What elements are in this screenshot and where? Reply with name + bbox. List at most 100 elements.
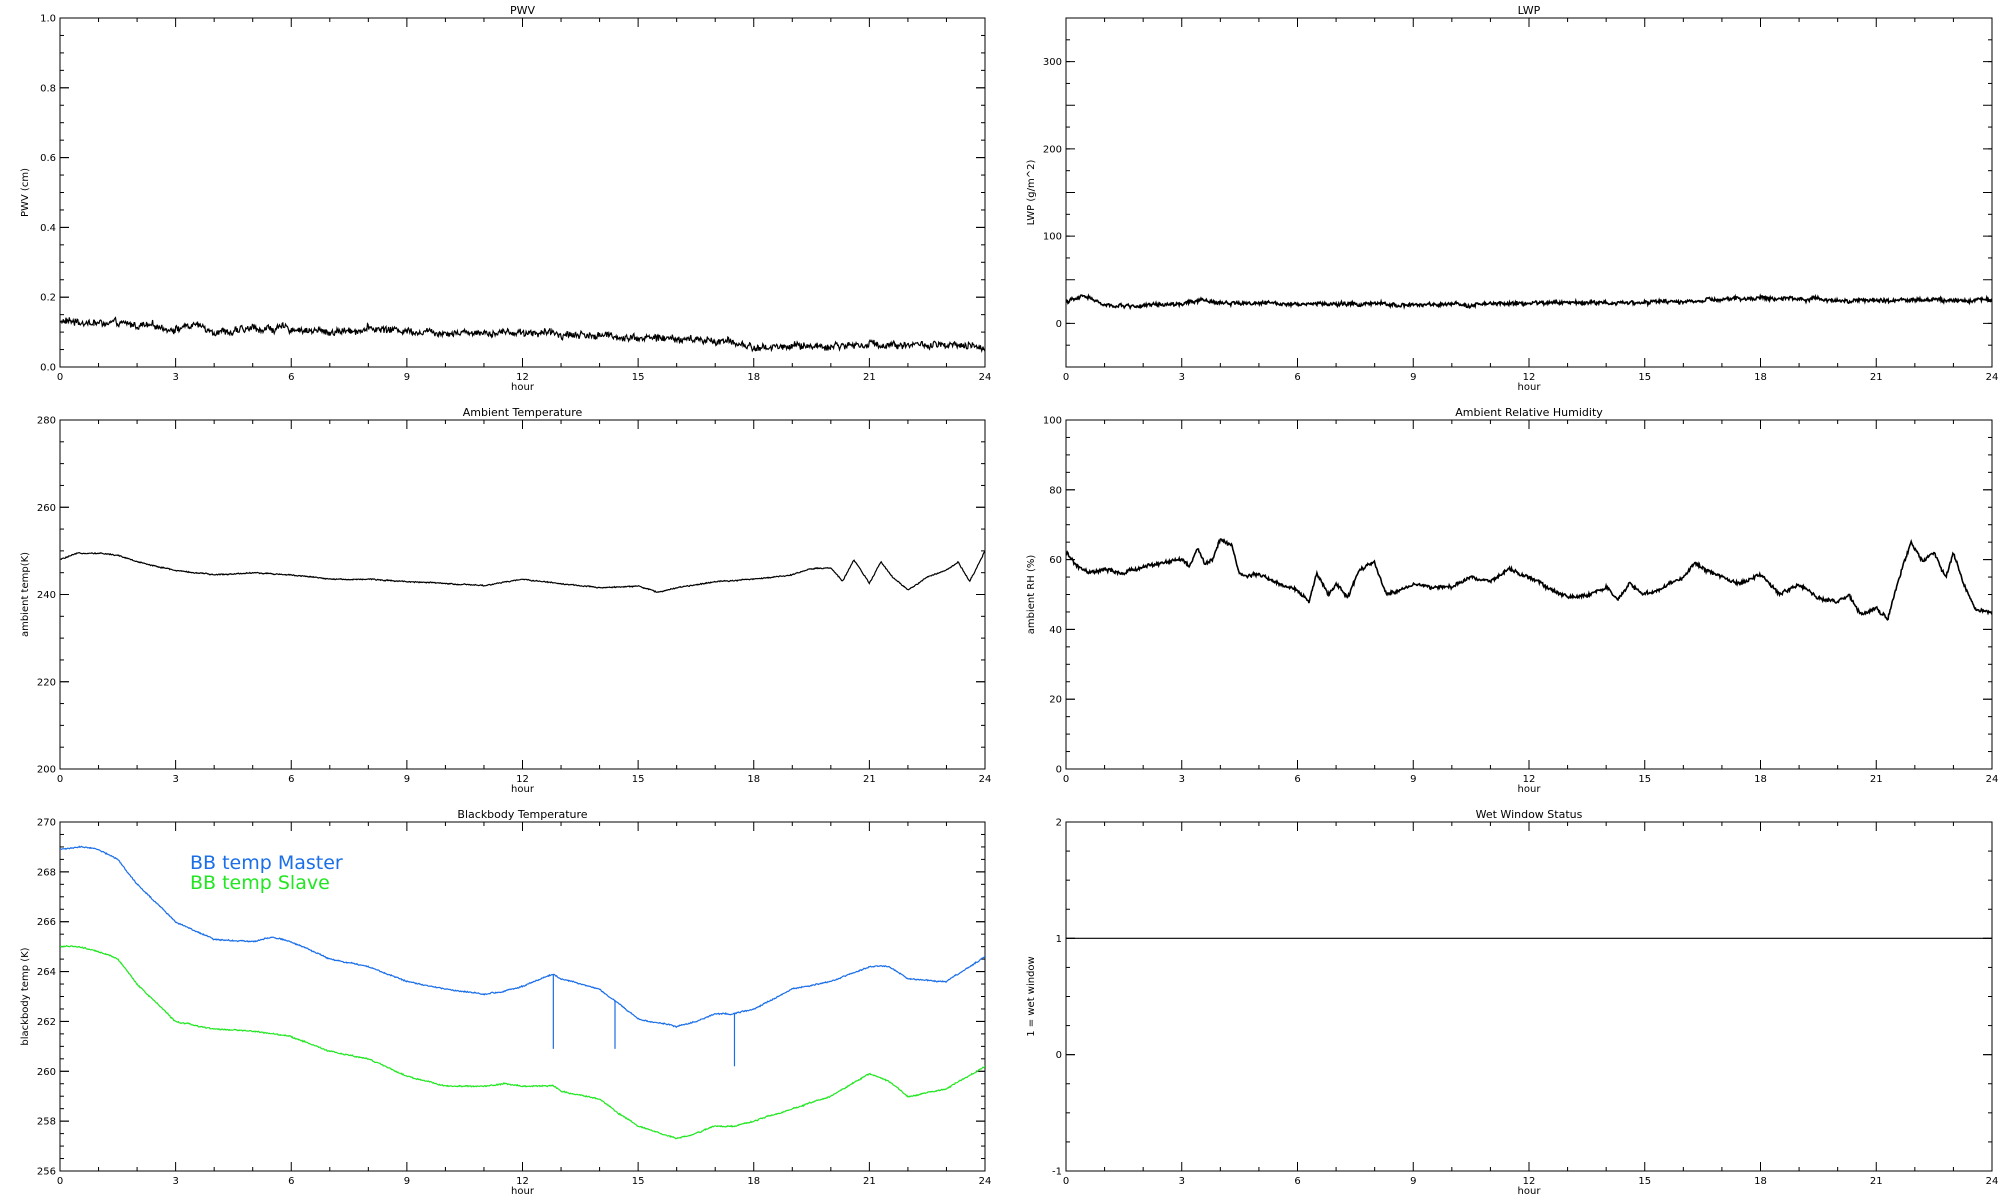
x-tick-label: 3 — [172, 372, 178, 383]
x-tick-label: 6 — [1294, 1176, 1300, 1187]
x-tick-label: 3 — [172, 1176, 178, 1187]
x-tick-label: 9 — [1410, 774, 1416, 785]
x-tick-label: 6 — [1294, 372, 1300, 383]
plot-frame — [1065, 821, 1993, 1172]
x-tick-label: 9 — [1410, 372, 1416, 383]
y-axis-label: ambient temp(K) — [20, 552, 31, 637]
x-tick-label: 24 — [1986, 372, 1999, 383]
y-tick-label: 40 — [1049, 625, 1062, 636]
series-line-bb-temp-master — [60, 845, 985, 1029]
x-tick-label: 9 — [1410, 1176, 1416, 1187]
y-tick-label: 0.6 — [40, 153, 56, 164]
x-tick-label: 18 — [747, 774, 760, 785]
x-tick-label: 0 — [57, 372, 63, 383]
x-tick-label: 12 — [1523, 774, 1536, 785]
x-tick-label: 15 — [1638, 372, 1651, 383]
chart-title: PWV — [510, 4, 536, 17]
x-tick-label: 0 — [1063, 774, 1069, 785]
y-tick-label: 1.0 — [40, 14, 56, 25]
x-tick-label: 15 — [1638, 1176, 1651, 1187]
x-tick-label: 18 — [1754, 774, 1767, 785]
y-tick-label: 20 — [1049, 695, 1062, 706]
y-tick-label: 0.4 — [40, 223, 56, 234]
x-tick-label: 24 — [979, 372, 992, 383]
x-tick-label: 6 — [288, 774, 294, 785]
x-tick-label: 0 — [1063, 372, 1069, 383]
y-tick-label: 258 — [37, 1117, 56, 1128]
y-tick-label: 300 — [1043, 57, 1062, 68]
chart-title: Ambient Relative Humidity — [1455, 406, 1603, 419]
y-tick-label: 270 — [37, 818, 56, 829]
x-tick-label: 24 — [979, 774, 992, 785]
x-tick-label: 3 — [1179, 1176, 1185, 1187]
legend-entry: BB temp Slave — [190, 872, 330, 894]
x-tick-label: 21 — [863, 1176, 876, 1187]
chart-pwv: PWV 0 3 6 9 12 15 18 21 24 hour 0.0 0.2 0.4 0.6 0.8 1.0 P… — [20, 4, 991, 393]
y-tick-label: 0 — [1056, 319, 1062, 330]
x-tick-label: 15 — [632, 372, 645, 383]
x-tick-label: 18 — [747, 1176, 760, 1187]
y-tick-label: 260 — [37, 1067, 56, 1078]
x-tick-label: 21 — [1870, 774, 1883, 785]
chart-title: Wet Window Status — [1476, 808, 1583, 821]
x-tick-label: 9 — [404, 372, 410, 383]
y-tick-label: 240 — [37, 590, 56, 601]
plot-frame — [59, 17, 986, 368]
chart-title: Ambient Temperature — [463, 406, 583, 419]
x-tick-label: 3 — [1179, 372, 1185, 383]
y-tick-label: 220 — [37, 677, 56, 688]
y-tick-label: 256 — [37, 1167, 56, 1178]
series-line-lwp — [1066, 293, 1992, 311]
x-tick-label: 21 — [863, 774, 876, 785]
x-axis-label: hour — [1518, 1186, 1542, 1197]
chart-title: LWP — [1518, 4, 1541, 17]
x-axis-label: hour — [511, 784, 535, 795]
y-tick-label: 266 — [37, 917, 56, 928]
x-tick-label: 18 — [1754, 1176, 1767, 1187]
y-tick-label: 200 — [37, 765, 56, 776]
x-tick-label: 12 — [516, 774, 529, 785]
y-tick-label: 264 — [37, 967, 56, 978]
y-axis-label: blackbody temp (K) — [20, 947, 31, 1045]
y-tick-label: 0 — [1056, 1050, 1062, 1061]
x-tick-label: 6 — [1294, 774, 1300, 785]
y-tick-label: 280 — [37, 416, 56, 427]
x-tick-label: 6 — [288, 372, 294, 383]
x-tick-label: 21 — [863, 372, 876, 383]
y-tick-label: 0 — [1056, 765, 1062, 776]
series-line-pwv — [60, 316, 985, 354]
plot-frame — [59, 419, 986, 770]
chart-title: Blackbody Temperature — [457, 808, 587, 821]
y-tick-label: 2 — [1056, 818, 1062, 829]
series-line-ambient-temp — [60, 550, 985, 593]
series-line-ambient-rh — [1066, 538, 1992, 621]
y-axis-label: PWV (cm) — [20, 168, 31, 217]
x-tick-label: 21 — [1870, 1176, 1883, 1187]
y-tick-label: -1 — [1052, 1167, 1062, 1178]
y-tick-label: 200 — [1043, 144, 1062, 155]
plot-frame — [1065, 419, 1993, 770]
y-axis-label: 1 = wet window — [1026, 956, 1037, 1036]
y-tick-label: 0.8 — [40, 83, 56, 94]
x-tick-label: 3 — [172, 774, 178, 785]
x-tick-label: 0 — [57, 1176, 63, 1187]
y-tick-label: 0.2 — [40, 293, 56, 304]
x-tick-label: 3 — [1179, 774, 1185, 785]
y-tick-label: 100 — [1043, 232, 1062, 243]
y-tick-label: 1 — [1056, 934, 1062, 945]
x-tick-label: 24 — [1986, 774, 1999, 785]
y-tick-label: 262 — [37, 1017, 56, 1028]
chart-ambient-temp: Ambient Temperature 0 3 6 9 12 15 18 21 24 hour 200… — [20, 406, 991, 795]
legend-entry: BB temp Master — [190, 852, 343, 874]
y-tick-label: 0.0 — [40, 363, 56, 374]
x-tick-label: 18 — [1754, 372, 1767, 383]
x-tick-label: 6 — [288, 1176, 294, 1187]
series-line-bb-temp-slave — [60, 944, 985, 1140]
y-axis-label: LWP (g/m^2) — [1026, 160, 1037, 226]
y-tick-label: 100 — [1043, 416, 1062, 427]
x-axis-label: hour — [511, 382, 535, 393]
x-tick-label: 24 — [979, 1176, 992, 1187]
x-tick-label: 0 — [57, 774, 63, 785]
